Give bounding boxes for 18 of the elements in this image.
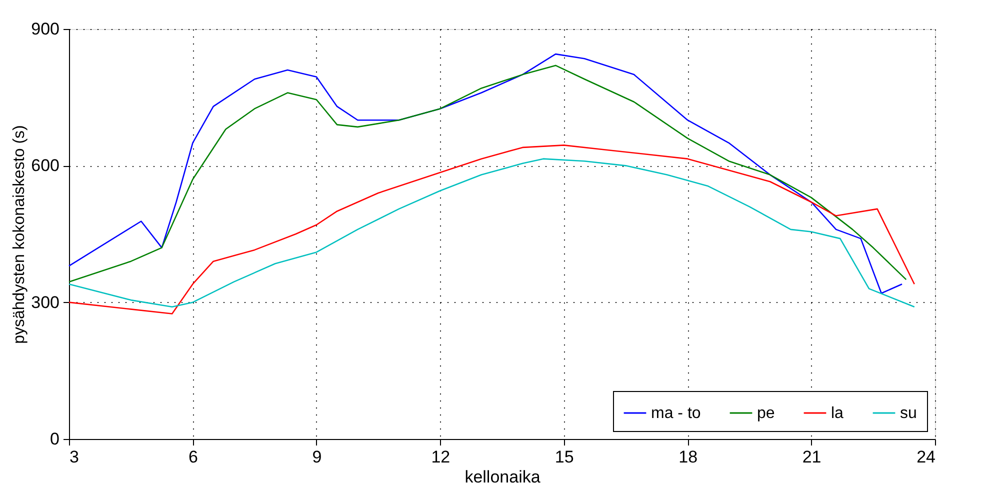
y-tick-label: 0: [50, 430, 60, 448]
x-axis-title: kellonaika: [464, 468, 541, 486]
x-tick-label: 12: [431, 448, 450, 466]
x-tick-label: 3: [70, 448, 79, 466]
x-tick-label: 6: [188, 448, 198, 466]
x-tick-label: 18: [678, 448, 698, 466]
y-tick-label: 900: [31, 20, 60, 38]
legend-label: la: [831, 405, 844, 422]
legend-label: pe: [757, 405, 775, 422]
legend-label: ma - to: [651, 405, 701, 422]
x-tick-label: 15: [554, 448, 574, 466]
y-axis-title: pysähdysten kokonaiskesto (s): [11, 125, 28, 344]
legend-label: su: [900, 405, 917, 422]
x-tick-label: 24: [916, 448, 936, 466]
y-tick-label: 300: [31, 292, 60, 312]
y-tick-label: 600: [31, 156, 60, 176]
x-tick-label: 21: [802, 448, 822, 466]
x-tick-label: 9: [312, 448, 322, 466]
